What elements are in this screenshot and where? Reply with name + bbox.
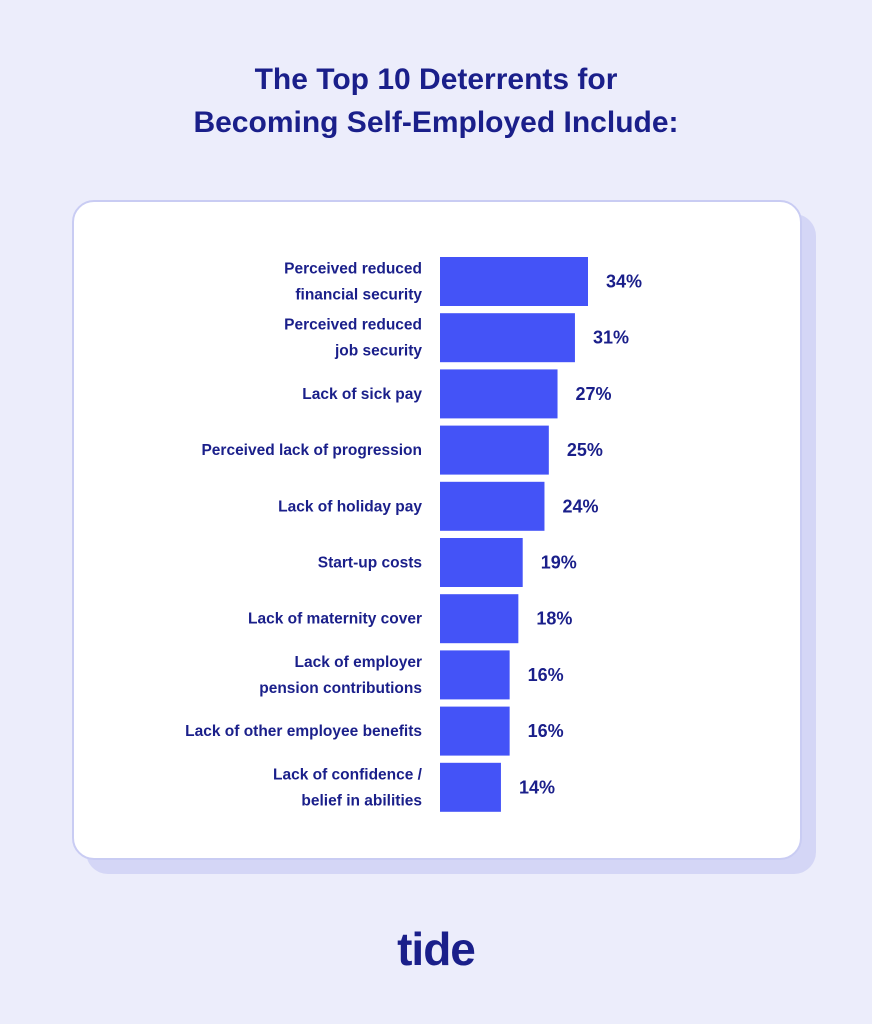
chart-title-line-1: The Top 10 Deterrents for xyxy=(254,63,618,96)
chart-title-line-2: Becoming Self-Employed Include: xyxy=(193,106,679,139)
category-label-line: Perceived reduced xyxy=(284,317,422,334)
bar-9 xyxy=(440,706,510,756)
category-label-line: Lack of maternity cover xyxy=(248,611,422,628)
category-label-5: Lack of holiday pay xyxy=(278,498,422,515)
chart-title: The Top 10 Deterrents for Becoming Self-… xyxy=(0,58,872,144)
value-label-5: 24% xyxy=(562,496,598,516)
bar-2 xyxy=(440,313,575,363)
category-label-1: Perceived reduced financial security xyxy=(284,261,422,304)
category-label-line: job security xyxy=(334,343,422,360)
category-label-line: Lack of other employee benefits xyxy=(185,723,422,740)
category-label-6: Start-up costs xyxy=(318,555,422,572)
category-label-line: financial security xyxy=(295,287,422,304)
bar-1 xyxy=(440,257,588,306)
category-label-8: Lack of employer pension contributions xyxy=(259,654,422,697)
category-label-3: Lack of sick pay xyxy=(302,386,422,403)
value-label-1: 34% xyxy=(606,272,642,292)
chart-card: 34% Perceived reduced financial security 31… xyxy=(72,200,802,860)
category-label-line: Lack of confidence / xyxy=(273,766,423,783)
bar-8 xyxy=(440,650,510,700)
value-label-3: 27% xyxy=(576,384,612,404)
category-label-line: Lack of sick pay xyxy=(302,386,422,403)
category-label-9: Lack of other employee benefits xyxy=(185,723,422,740)
bar-4 xyxy=(440,425,549,475)
category-label-line: Start-up costs xyxy=(318,555,422,572)
value-label-7: 18% xyxy=(536,609,572,629)
category-label-line: belief in abilities xyxy=(301,792,422,809)
bar-chart: 34% Perceived reduced financial security 31… xyxy=(185,257,642,812)
category-label-4: Perceived lack of progression xyxy=(201,442,422,459)
value-label-8: 16% xyxy=(528,665,564,685)
bar-5 xyxy=(440,481,545,531)
bar-3 xyxy=(440,369,558,419)
value-label-4: 25% xyxy=(567,440,603,460)
value-label-10: 14% xyxy=(519,777,555,797)
category-label-line: Perceived lack of progression xyxy=(201,442,422,459)
category-label-7: Lack of maternity cover xyxy=(248,611,422,628)
value-label-9: 16% xyxy=(528,721,564,741)
category-label-line: Lack of holiday pay xyxy=(278,498,422,515)
bar-10 xyxy=(440,762,501,812)
value-label-2: 31% xyxy=(593,328,629,348)
category-label-10: Lack of confidence / belief in abilities xyxy=(273,766,423,809)
bar-6 xyxy=(440,538,523,587)
category-label-line: pension contributions xyxy=(259,680,422,697)
value-label-6: 19% xyxy=(541,553,577,573)
bar-7 xyxy=(440,594,519,644)
category-label-line: Perceived reduced xyxy=(284,261,422,278)
category-label-line: Lack of employer xyxy=(295,654,423,671)
category-label-2: Perceived reduced job security xyxy=(284,317,422,360)
tide-logo: tide xyxy=(397,923,476,975)
